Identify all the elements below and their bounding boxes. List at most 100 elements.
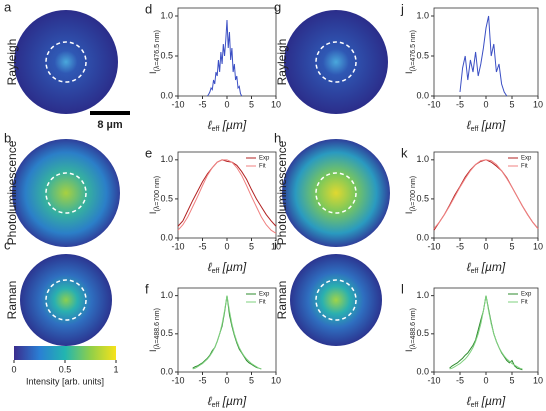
data-line <box>459 15 508 97</box>
y-label-main: I <box>148 349 158 352</box>
data-line <box>177 159 277 227</box>
x-axis-label: ℓeff [µm] <box>208 118 247 133</box>
intensity-map <box>14 10 118 114</box>
x-tick-label: 5 <box>249 241 254 251</box>
channel-label: Photoluminescence <box>275 140 289 245</box>
x-tick-label: -10 <box>171 375 184 385</box>
x-axis-label: ℓeff [µm] <box>467 394 506 409</box>
x-tick-label: -5 <box>198 99 206 109</box>
x-tick-label: 5 <box>509 375 514 385</box>
y-label-sub: (λ=700 nm) <box>154 176 161 212</box>
y-label-sub: (λ=700 nm) <box>410 176 417 212</box>
x-label-symbol: ℓ <box>467 260 472 274</box>
x-label-sub: eff <box>212 402 220 409</box>
data-line <box>192 295 262 370</box>
y-axis-label: I(λ=700 nm) <box>404 176 416 214</box>
x-tick-label: 0 <box>224 241 229 251</box>
x-label-symbol: ℓ <box>467 394 472 408</box>
y-tick-label: 1.0 <box>416 290 429 300</box>
channel-label: Rayleigh <box>5 39 19 86</box>
data-line <box>192 295 262 370</box>
x-tick-label: 0 <box>483 375 488 385</box>
data-line <box>449 295 523 370</box>
y-tick-label: 0.0 <box>416 232 429 242</box>
y-tick-label: 0.5 <box>160 193 173 203</box>
y-tick-label: 0.0 <box>160 366 173 376</box>
colorbar-tick-label: 0.5 <box>59 364 72 374</box>
intensity-map <box>282 139 390 247</box>
panel-letter: a <box>4 0 12 14</box>
y-tick-label: 0.5 <box>416 328 429 338</box>
collection-area <box>45 172 87 214</box>
x-label-sub: eff <box>471 402 479 409</box>
colorbar-tick-label: 0 <box>11 364 16 374</box>
y-tick-label: 1.0 <box>160 10 173 20</box>
legend-label: Exp <box>259 292 270 298</box>
y-label-main: I <box>404 71 414 74</box>
y-tick-label: 0.5 <box>160 50 173 60</box>
legend-label: Exp <box>521 156 532 162</box>
x-tick-label: 5 <box>249 99 254 109</box>
y-label-sub: (λ=476.5 nm) <box>410 30 417 71</box>
x-label-symbol: ℓ <box>208 118 213 132</box>
collection-area <box>315 279 357 321</box>
y-tick-label: 0.5 <box>160 328 173 338</box>
data-line <box>433 159 539 229</box>
y-axis-label: I(λ=488.6 nm) <box>404 308 416 352</box>
legend-label: Fit <box>521 164 528 170</box>
panel-letter: k <box>401 145 408 160</box>
legend-label: Exp <box>259 156 270 162</box>
x-tick-label: 10 <box>533 241 543 251</box>
intensity-map <box>284 10 388 114</box>
panel-letter: c <box>4 237 11 252</box>
y-label-main: I <box>148 71 158 74</box>
x-axis-label: ℓeff [µm] <box>467 260 506 275</box>
y-tick-label: 0.0 <box>416 366 429 376</box>
y-tick-label: 1.0 <box>160 290 173 300</box>
x-label-sub: eff <box>471 126 479 133</box>
y-axis-label: I(λ=476.5 nm) <box>148 30 160 74</box>
y-tick-label: 0.5 <box>416 50 429 60</box>
panel-letter: g <box>274 0 281 14</box>
data-line <box>449 295 523 371</box>
x-tick-label: -10 <box>427 375 440 385</box>
x-tick-label: -5 <box>198 375 206 385</box>
panel-letter: i <box>274 237 277 252</box>
panel-letter: h <box>274 130 281 145</box>
x-label-sub: eff <box>471 268 479 275</box>
x-tick-label: -5 <box>456 241 464 251</box>
x-tick-label: 5 <box>249 375 254 385</box>
colorbar-label: Intensity [arb. units] <box>26 376 104 386</box>
y-tick-label: 0.5 <box>416 193 429 203</box>
data-line <box>433 159 539 231</box>
channel-label: Raman <box>275 281 289 320</box>
scale-bar-label: 8 µm <box>97 119 123 131</box>
x-tick-label: 10 <box>271 375 281 385</box>
y-tick-label: 1.0 <box>160 154 173 164</box>
x-label-unit: [µm] <box>478 394 506 408</box>
channel-label: Rayleigh <box>275 39 289 86</box>
collection-area <box>315 172 357 214</box>
collection-area <box>45 41 87 83</box>
x-tick-label: 0 <box>483 241 488 251</box>
channel-label: Photoluminescence <box>5 140 19 245</box>
data-line <box>207 19 243 97</box>
x-label-symbol: ℓ <box>467 118 472 132</box>
intensity-map <box>20 254 112 346</box>
x-tick-label: 5 <box>509 241 514 251</box>
y-axis-label: I(λ=700 nm) <box>148 176 160 214</box>
x-tick-label: 0 <box>224 375 229 385</box>
y-label-main: I <box>404 212 414 215</box>
intensity-map <box>290 254 382 346</box>
collection-area <box>315 41 357 83</box>
y-label-sub: (λ=476.5 nm) <box>154 30 161 71</box>
x-label-unit: [µm] <box>219 394 247 408</box>
y-tick-label: 0.0 <box>416 90 429 100</box>
x-tick-label: -5 <box>456 375 464 385</box>
x-tick-label: 10 <box>533 375 543 385</box>
panel-letter: f <box>145 281 149 296</box>
panel-letter: l <box>401 281 404 296</box>
x-tick-label: 0 <box>483 99 488 109</box>
colorbar-tick-label: 1 <box>113 364 118 374</box>
